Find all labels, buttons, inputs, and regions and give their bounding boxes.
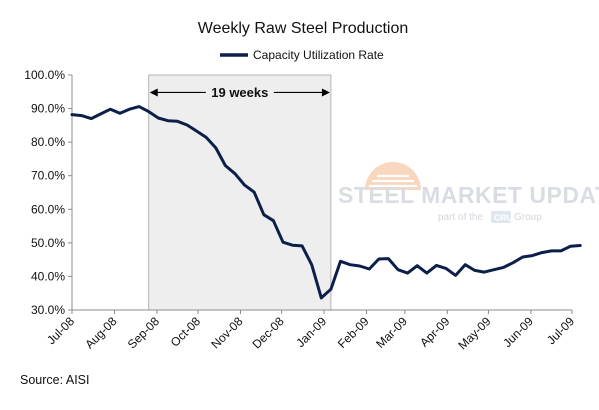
duration-annotation: 19 weeks (149, 85, 330, 100)
x-tick-label: Oct-08 (168, 314, 204, 350)
series-points (71, 106, 581, 298)
y-tick-label: 60.0% (31, 202, 65, 216)
y-tick-label: 90.0% (31, 102, 65, 116)
chart-title: Weekly Raw Steel Production (198, 20, 408, 37)
cru-badge (491, 211, 511, 223)
x-tick-label: Feb-09 (335, 314, 372, 351)
y-tick-label: 80.0% (31, 135, 65, 149)
sun-logo-icon (365, 162, 421, 190)
x-tick-label: Jul-08 (44, 314, 77, 347)
duration-label: 19 weeks (211, 85, 268, 100)
x-tick-label: Apr-09 (417, 314, 453, 350)
legend: Capacity Utilization Rate (220, 48, 384, 62)
watermark-title: STEEL MARKET UPDATE (338, 182, 599, 208)
y-axis-ticks: 30.0% 40.0% 50.0% 60.0% 70.0% 80.0% 90.0% 100.0… (24, 68, 72, 317)
source-note: Source: AISI (20, 373, 89, 387)
x-tick-label: Sep-08 (125, 314, 162, 351)
legend-label: Capacity Utilization Rate (253, 48, 384, 62)
x-axis-ticks: Jul-08 Aug-08 Sep-08 Oct-08 Nov-08 Dec-08 Jan-… (44, 310, 577, 352)
x-tick-label: Nov-08 (208, 314, 245, 351)
x-tick-label: Mar-09 (373, 314, 410, 351)
shaded-period (148, 74, 332, 311)
y-tick-label: 100.0% (24, 68, 65, 82)
x-tick-label: May-09 (455, 314, 493, 352)
y-tick-label: 50.0% (31, 236, 65, 250)
y-tick-label: 30.0% (31, 303, 65, 317)
x-tick-label: Jun-09 (500, 314, 536, 350)
arrow-left-icon (149, 88, 158, 97)
arrow-right-icon (321, 88, 330, 97)
watermark-subtext-post: Group (514, 212, 542, 223)
x-tick-label: Aug-08 (82, 314, 119, 351)
x-tick-label: Jul-09 (544, 314, 577, 347)
x-tick-label: Dec-08 (249, 314, 286, 351)
x-tick-label: Jan-09 (293, 314, 329, 350)
watermark-logo: STEEL MARKET UPDATE part of the CRU Grou… (338, 162, 599, 223)
series-line-capacity-utilization (70, 105, 582, 300)
y-tick-label: 70.0% (31, 169, 65, 183)
watermark-subtext-pre: part of the (438, 212, 483, 223)
watermark-subtext-box: CRU (494, 213, 512, 223)
y-tick-label: 40.0% (31, 269, 65, 283)
